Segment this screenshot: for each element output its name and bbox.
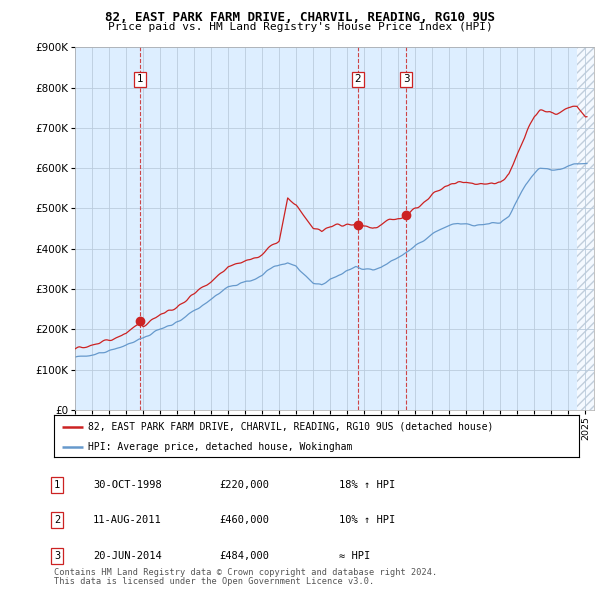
Text: 82, EAST PARK FARM DRIVE, CHARVIL, READING, RG10 9US (detached house): 82, EAST PARK FARM DRIVE, CHARVIL, READI… [88, 422, 493, 432]
Text: 3: 3 [403, 74, 410, 84]
Text: £220,000: £220,000 [219, 480, 269, 490]
Text: 10% ↑ HPI: 10% ↑ HPI [339, 516, 395, 525]
Text: 2: 2 [54, 516, 60, 525]
Text: 18% ↑ HPI: 18% ↑ HPI [339, 480, 395, 490]
Text: ≈ HPI: ≈ HPI [339, 551, 370, 560]
Text: £460,000: £460,000 [219, 516, 269, 525]
Text: 30-OCT-1998: 30-OCT-1998 [93, 480, 162, 490]
Text: Price paid vs. HM Land Registry's House Price Index (HPI): Price paid vs. HM Land Registry's House … [107, 22, 493, 32]
Text: 1: 1 [54, 480, 60, 490]
Text: 82, EAST PARK FARM DRIVE, CHARVIL, READING, RG10 9US: 82, EAST PARK FARM DRIVE, CHARVIL, READI… [105, 11, 495, 24]
Text: 2: 2 [355, 74, 361, 84]
Text: Contains HM Land Registry data © Crown copyright and database right 2024.: Contains HM Land Registry data © Crown c… [54, 568, 437, 577]
Text: 20-JUN-2014: 20-JUN-2014 [93, 551, 162, 560]
Text: 11-AUG-2011: 11-AUG-2011 [93, 516, 162, 525]
Text: This data is licensed under the Open Government Licence v3.0.: This data is licensed under the Open Gov… [54, 578, 374, 586]
Text: £484,000: £484,000 [219, 551, 269, 560]
Text: HPI: Average price, detached house, Wokingham: HPI: Average price, detached house, Woki… [88, 442, 353, 451]
Text: 3: 3 [54, 551, 60, 560]
Text: 1: 1 [137, 74, 143, 84]
